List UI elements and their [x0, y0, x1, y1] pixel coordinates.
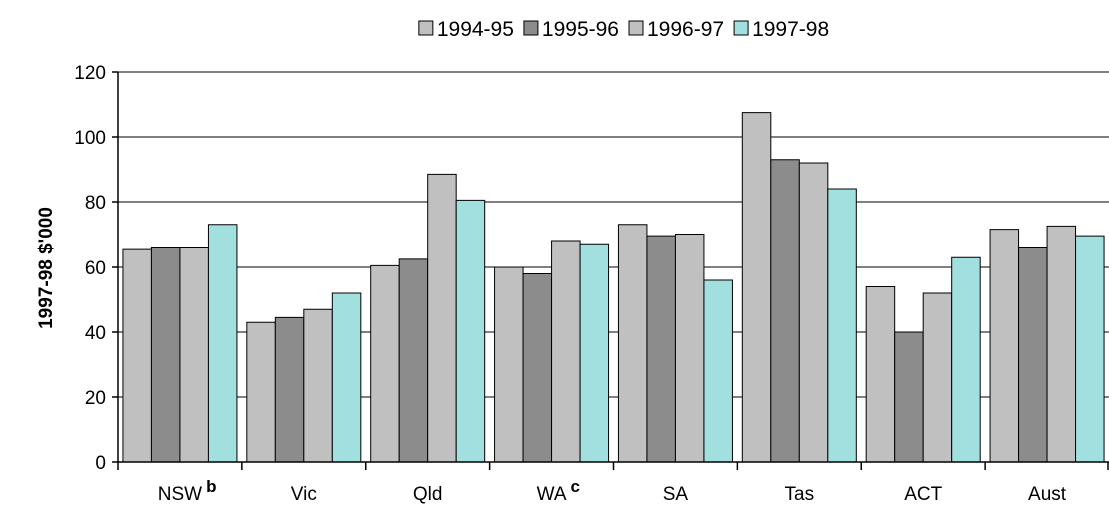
legend-label-1995-96: 1995-96: [542, 18, 619, 41]
y-tick-label: 20: [85, 388, 106, 409]
bar-sa-1995-96: [646, 235, 676, 463]
bar-aust-1994-95: [989, 229, 1020, 463]
legend: 1994-95 1995-96 1996-97 1997-98: [418, 18, 829, 41]
bar-act-1994-95: [865, 286, 896, 463]
y-tick-label: 0: [95, 453, 106, 474]
x-tick-note-wa: c: [571, 477, 580, 496]
bar-qld-1994-95: [370, 264, 400, 463]
y-tick-label: 100: [74, 128, 106, 149]
bar-wa-1997-98: [579, 243, 610, 463]
bar-tas-1995-96: [770, 159, 800, 463]
x-tick-note-nsw: b: [206, 477, 216, 496]
bars: [122, 112, 1105, 463]
y-tick-label: 80: [85, 193, 106, 214]
y-tick-labels: 0 20 40 60 80 100 120: [74, 63, 106, 474]
legend-swatch-1997-98: [733, 20, 749, 36]
legend-swatch-1994-95: [418, 20, 434, 36]
bar-aust-1995-96: [1018, 247, 1048, 463]
x-tick-label-wa: WA: [537, 484, 567, 505]
bar-act-1997-98: [951, 256, 981, 463]
legend-label-1996-97: 1996-97: [647, 18, 724, 41]
bar-qld-1997-98: [455, 199, 486, 463]
legend-label-1997-98: 1997-98: [752, 18, 829, 41]
x-tick-labels: NSW b Vic Qld WA c SA Tas ACT Aust: [158, 477, 1067, 505]
bar-tas-1994-95: [741, 112, 772, 463]
x-tick-label-qld: Qld: [413, 484, 443, 505]
y-tick-label: 120: [74, 63, 106, 84]
x-tick-label-act: ACT: [904, 484, 942, 505]
bar-vic-1994-95: [246, 321, 276, 463]
bar-nsw-1997-98: [207, 224, 238, 463]
x-tick-label-tas: Tas: [785, 484, 815, 505]
bar-act-1996-97: [922, 292, 953, 463]
y-tick-label: 60: [85, 258, 106, 279]
y-axis-label: 1997-98 $'000: [36, 207, 57, 329]
bar-tas-1996-97: [798, 162, 829, 463]
bar-qld-1995-96: [398, 258, 429, 463]
x-tick-label-aust: Aust: [1028, 484, 1067, 505]
x-tick-label-sa: SA: [663, 484, 689, 505]
axes: [112, 71, 1109, 470]
bar-qld-1996-97: [427, 173, 457, 463]
y-tick-label: 40: [85, 323, 106, 344]
bar-sa-1996-97: [674, 234, 705, 463]
bar-wa-1996-97: [551, 240, 581, 463]
bar-vic-1997-98: [331, 292, 362, 463]
legend-label-1994-95: 1994-95: [437, 18, 514, 41]
bar-act-1995-96: [894, 331, 924, 463]
bar-wa-1995-96: [522, 273, 553, 463]
bar-vic-1996-97: [303, 308, 333, 463]
bar-nsw-1994-95: [122, 248, 152, 463]
x-tick-label-nsw: NSW: [158, 484, 202, 505]
x-tick-label-vic: Vic: [291, 484, 317, 505]
legend-swatch-1996-97: [628, 20, 644, 36]
bar-nsw-1996-97: [179, 247, 209, 463]
bar-nsw-1995-96: [150, 247, 181, 463]
bar-aust-1996-97: [1046, 225, 1077, 463]
bar-sa-1994-95: [617, 224, 648, 463]
bar-wa-1994-95: [494, 266, 524, 463]
bar-sa-1997-98: [703, 279, 733, 463]
legend-swatch-1995-96: [523, 20, 539, 36]
bar-tas-1997-98: [827, 188, 857, 463]
bar-vic-1995-96: [274, 316, 305, 463]
bar-aust-1997-98: [1075, 235, 1105, 463]
